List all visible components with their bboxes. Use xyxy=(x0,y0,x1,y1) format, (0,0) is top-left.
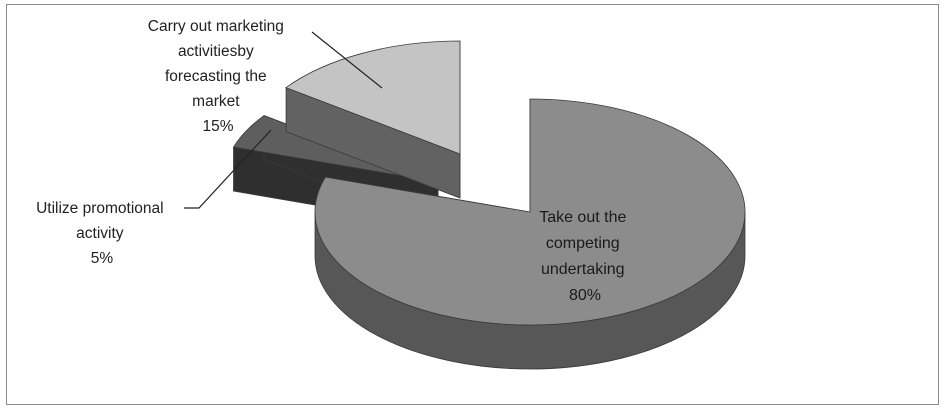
slice-1-percent: 80% xyxy=(569,287,601,304)
pie-slice-3 xyxy=(285,40,461,199)
pie-slice-1 xyxy=(314,98,746,370)
slice-1-label-line-3: undertaking xyxy=(541,261,625,278)
slice-3-label-line-4: market xyxy=(192,93,240,110)
slice-3-label-line-2: activitiesby xyxy=(178,43,254,60)
slice-3-label-line-1: Carry out marketing xyxy=(148,18,284,35)
leader-line-slice-3 xyxy=(311,31,383,89)
slice-label-3: Carry out marketing activitiesby forecas… xyxy=(148,18,288,135)
slice-3-label-line-3: forecasting the xyxy=(165,68,267,85)
slice-label-2: Utilize promotional activity 5% xyxy=(36,200,168,267)
slice-1-label-line-2: competing xyxy=(546,235,620,252)
pie-slices xyxy=(232,40,746,370)
slice-2-label-line-1: Utilize promotional xyxy=(36,200,164,217)
slice-label-1: Take out the competing undertaking 80% xyxy=(539,209,631,304)
slice-2-label-line-2: activity xyxy=(76,225,124,242)
slice-3-percent: 15% xyxy=(202,118,233,135)
leader-line-slice-2 xyxy=(184,129,272,209)
slice-3-top xyxy=(285,40,461,155)
slice-1-top xyxy=(314,98,746,326)
slice-1-label-line-1: Take out the xyxy=(539,209,626,226)
slice-2-percent: 5% xyxy=(91,250,114,267)
